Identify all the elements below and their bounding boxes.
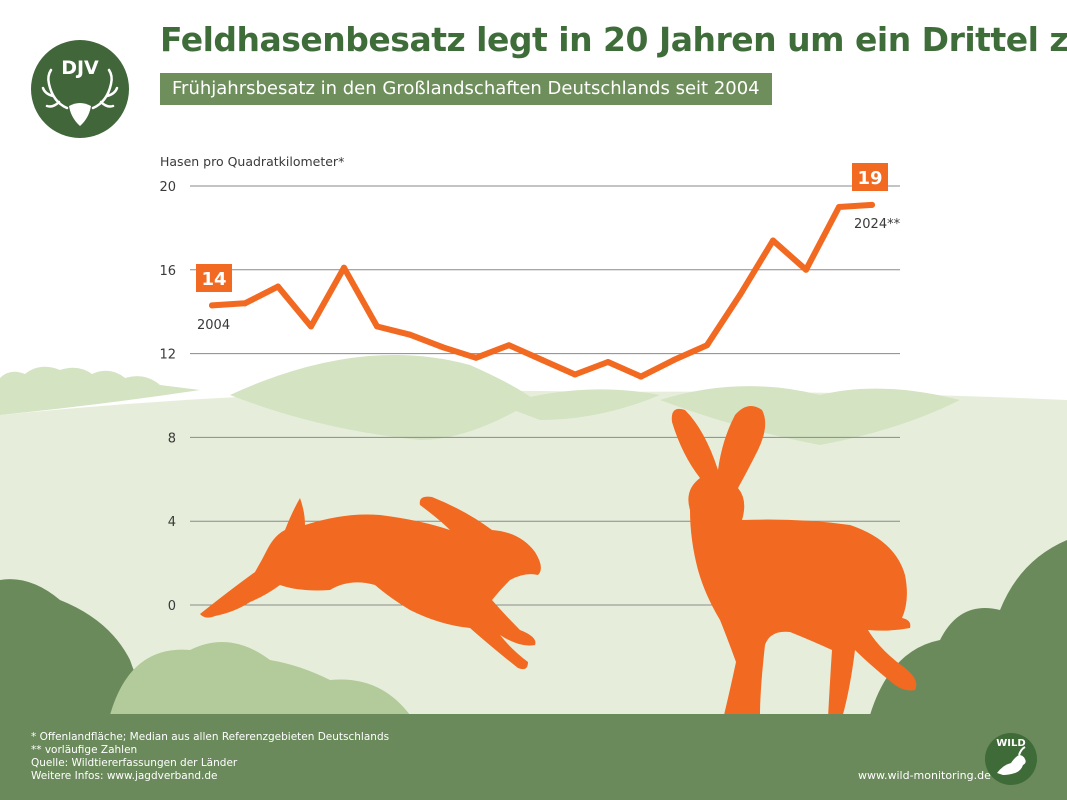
- y-tick-label-0: 0: [168, 599, 176, 614]
- data-point-2008: [341, 264, 347, 271]
- data-point-2019: [704, 342, 710, 349]
- series-line-fruehjahrsbesatz: [209, 201, 875, 380]
- data-point-2006: [275, 283, 281, 290]
- data-point-2007: [308, 323, 314, 330]
- start-year-label: 2004: [197, 318, 230, 333]
- chart-subtitle: Frühjahrsbesatz in den Großlandschaften …: [160, 73, 772, 105]
- footnote-offenland: * Offenlandfläche; Median aus allen Refe…: [31, 731, 390, 743]
- data-points: [209, 201, 875, 380]
- hare-icon: [997, 746, 1026, 775]
- end-year-label: 2024**: [854, 217, 901, 232]
- running-hare-illustration: [200, 496, 541, 670]
- deer-antlers-icon: [41, 68, 119, 126]
- y-tick-labels: 0 4 8 12 16 20: [159, 180, 176, 614]
- data-point-2015: [572, 371, 578, 378]
- data-point-2011: [440, 344, 446, 351]
- data-point-2017: [638, 373, 644, 380]
- data-point-2014: [539, 356, 545, 363]
- data-point-2005: [242, 300, 248, 307]
- wild-logo: WILD: [985, 733, 1037, 785]
- y-tick-label-16: 16: [159, 264, 176, 279]
- footnote-vorlaeufig: ** vorläufige Zahlen: [31, 744, 138, 756]
- data-point-2021: [770, 237, 776, 244]
- footer-band: [0, 714, 1067, 800]
- data-point-2013: [506, 342, 512, 349]
- y-axis-label: Hasen pro Quadratkilometer*: [160, 154, 344, 169]
- info-link[interactable]: Weitere Infos: www.jagdverband.de: [31, 770, 218, 782]
- landscape-background: [0, 355, 1067, 800]
- data-point-2016: [605, 358, 611, 365]
- wild-logo-text: WILD: [996, 738, 1026, 749]
- data-point-2009: [374, 323, 380, 330]
- data-point-2020: [737, 291, 743, 298]
- y-tick-label-12: 12: [159, 348, 176, 363]
- data-point-2018: [671, 356, 677, 363]
- wild-monitoring-link[interactable]: www.wild-monitoring.de: [858, 769, 991, 782]
- djv-logo-text: DJV: [61, 57, 99, 79]
- sitting-hare-illustration: [671, 406, 917, 718]
- data-point-2010: [407, 331, 413, 338]
- start-value-label: 14: [201, 269, 226, 290]
- djv-logo: DJV: [31, 40, 129, 138]
- start-value-badge: [196, 264, 232, 292]
- data-point-2024: [869, 201, 875, 208]
- data-point-2023: [836, 203, 842, 210]
- y-tick-label-8: 8: [168, 431, 176, 446]
- data-point-2004: [209, 302, 215, 309]
- data-point-2012: [473, 354, 479, 361]
- source-note: Quelle: Wildtiererfassungen der Länder: [31, 757, 238, 769]
- data-point-2022: [803, 266, 809, 273]
- end-value-badge: [852, 163, 888, 191]
- y-tick-label-20: 20: [159, 180, 176, 195]
- y-tick-label-4: 4: [168, 515, 176, 530]
- end-value-label: 19: [857, 168, 882, 189]
- chart-title: Feldhasenbesatz legt in 20 Jahren um ein…: [160, 20, 1067, 59]
